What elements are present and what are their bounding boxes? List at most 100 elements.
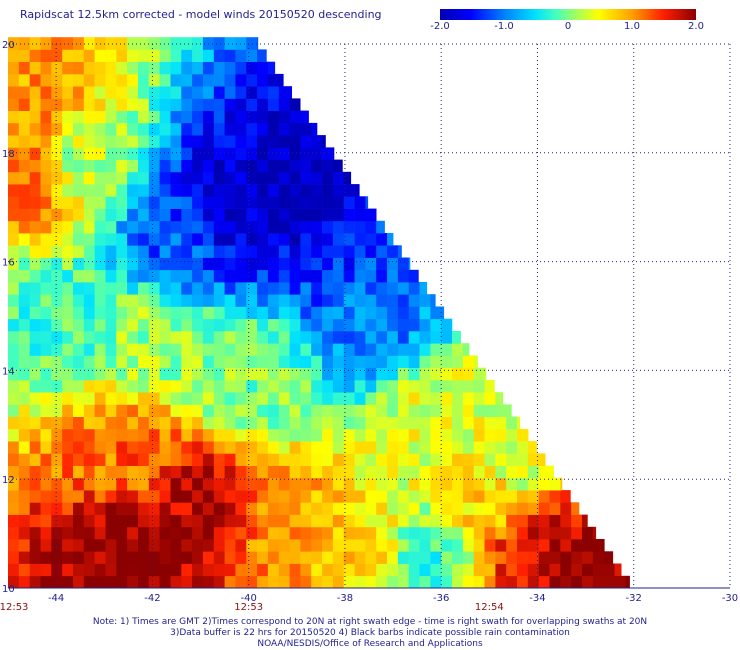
heatmap-cell (560, 514, 572, 528)
heatmap-cell (105, 477, 117, 491)
heatmap-cell (202, 135, 215, 148)
heatmap-cell (462, 392, 475, 405)
heatmap-cell (452, 343, 464, 356)
heatmap-cell (8, 490, 20, 503)
heatmap-cell (94, 379, 106, 393)
heatmap-cell (267, 465, 280, 479)
heatmap-cell (387, 306, 399, 320)
heatmap-cell (94, 563, 106, 577)
heatmap-cell (267, 110, 280, 124)
heatmap-cell (181, 37, 193, 50)
heatmap-cell (94, 257, 106, 271)
heatmap-cell (51, 318, 63, 332)
heatmap-cell (8, 269, 20, 283)
heatmap-cell (441, 502, 453, 515)
heatmap-cell (40, 318, 52, 332)
heatmap-cell (462, 404, 475, 417)
heatmap-cell (159, 122, 171, 136)
heatmap-cell (473, 392, 485, 405)
heatmap-cell (289, 245, 301, 258)
heatmap-cell (614, 563, 622, 577)
heatmap-cell (51, 343, 63, 356)
heatmap-cell (8, 379, 20, 393)
heatmap-cell (18, 502, 30, 515)
heatmap-cell (322, 502, 334, 515)
heatmap-cell (267, 355, 280, 368)
heatmap-cell (408, 477, 420, 491)
heatmap-cell (159, 392, 171, 405)
heatmap-cell (83, 367, 95, 381)
heatmap-cell (278, 86, 290, 99)
heatmap-cell (257, 220, 269, 234)
heatmap-cell (51, 331, 63, 344)
heatmap-cell (267, 502, 280, 515)
heatmap-cell (83, 453, 95, 466)
heatmap-cell (8, 318, 20, 332)
heatmap-cell (73, 428, 85, 442)
heatmap-cell (235, 318, 247, 332)
heatmap-cell (116, 257, 128, 271)
heatmap-cell (40, 73, 52, 87)
heatmap-cell (8, 135, 20, 148)
heatmap-cell (213, 318, 225, 332)
heatmap-cell (549, 575, 561, 589)
heatmap-cell (116, 86, 128, 99)
heatmap-cell (213, 257, 225, 271)
heatmap-cell (94, 392, 106, 405)
heatmap-cell (235, 245, 247, 258)
heatmap-cell (213, 147, 225, 160)
heatmap-cell (495, 502, 507, 515)
heatmap-cell (8, 416, 20, 430)
heatmap-cell (181, 159, 193, 173)
colorbar-gradient (440, 9, 696, 20)
heatmap-cell (376, 465, 388, 479)
heatmap-cell (452, 379, 464, 393)
heatmap-cell (354, 526, 366, 540)
heatmap-cell (582, 539, 594, 552)
heatmap-cell (83, 331, 95, 344)
heatmap-cell (365, 379, 377, 393)
heatmap-cell (495, 563, 507, 577)
heatmap-cell (138, 514, 150, 528)
heatmap-cell (40, 416, 52, 430)
heatmap-cell (376, 367, 388, 381)
heatmap-cell (94, 306, 106, 320)
heatmap-cell (322, 404, 334, 417)
heatmap-cell (419, 539, 431, 552)
heatmap-cell (29, 575, 41, 589)
heatmap-cell (387, 379, 399, 393)
heatmap-cell (267, 318, 280, 332)
heatmap-cell (354, 551, 366, 564)
heatmap-cell (495, 477, 507, 491)
heatmap-cell (419, 318, 431, 332)
heatmap-cell (311, 551, 323, 564)
heatmap-cell (224, 392, 236, 405)
heatmap-cell (127, 159, 139, 173)
heatmap-cell (343, 220, 355, 234)
heatmap-cell (289, 490, 301, 503)
heatmap-cell (62, 245, 74, 258)
heatmap-cell (452, 502, 464, 515)
heatmap-cell (170, 428, 182, 442)
heatmap-cell (473, 441, 485, 454)
heatmap-cell (105, 159, 117, 173)
heatmap-cell (397, 318, 410, 332)
heatmap-cell (592, 563, 604, 577)
heatmap-cell (192, 61, 204, 75)
heatmap-cell (213, 367, 225, 381)
heatmap-cell (40, 551, 52, 564)
heatmap-cell (105, 306, 117, 320)
heatmap-cell (408, 257, 411, 271)
heatmap-cell (430, 551, 442, 564)
heatmap-cell (473, 514, 485, 528)
heatmap-cell (29, 233, 41, 246)
heatmap-cell (148, 220, 160, 234)
heatmap-cell (397, 392, 410, 405)
heatmap-cell (94, 61, 106, 75)
heatmap-cell (376, 220, 385, 234)
heatmap-cell (257, 331, 269, 344)
heatmap-cell (138, 416, 150, 430)
heatmap-cell (18, 159, 30, 173)
x-tick-label: -44 (48, 593, 64, 604)
heatmap-cell (376, 526, 388, 540)
